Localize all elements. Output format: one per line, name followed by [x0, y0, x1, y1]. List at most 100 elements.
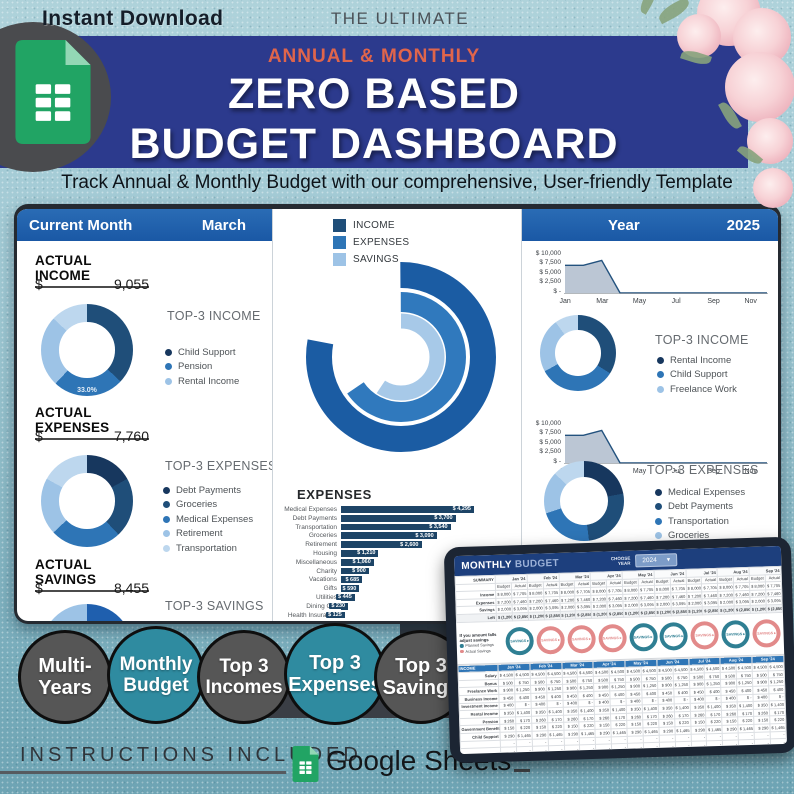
bar-row: Charity $ 900: [273, 567, 523, 576]
radial-ring-income: [306, 262, 496, 452]
bar: $ 3,700: [341, 514, 456, 522]
legend-dot-icon: [459, 644, 464, 648]
badge-label: Years: [38, 677, 92, 699]
cell-value: -: [690, 740, 708, 750]
bar-label: Retirement: [305, 541, 337, 549]
bar: $ 230: [329, 602, 349, 610]
bar-value: $ 3,090: [413, 532, 436, 539]
legend-dot-icon: [655, 517, 662, 525]
cell-value: $ (2,850): [575, 610, 592, 619]
cell-value: -: [770, 738, 787, 747]
y-tick-label: $ 7,500: [539, 259, 561, 267]
actual-savings-value: $ 8,455: [35, 580, 149, 596]
gauge-rings: SAVINGS ▸ SAVINGS ▸ SAVINGS ▸ SAVINGS ▸ SAVI…: [505, 619, 781, 656]
amount: 7,760: [113, 428, 149, 444]
current-month-value: March: [201, 216, 246, 234]
actual-income-value: $ 9,055: [35, 276, 149, 292]
bar-value: $ 1,210: [355, 550, 378, 557]
badge-label: Top 3: [309, 651, 361, 674]
footer-dash: [514, 769, 530, 772]
x-tick-label: Sep: [707, 468, 720, 475]
banner-kicker: ANNUAL & MONTHLY: [267, 46, 481, 67]
bar: $ 685: [341, 576, 363, 584]
area-chart-svg: [564, 429, 768, 464]
cell-value: $ 10,155: [707, 748, 724, 755]
cell-value: $ (1,200): [559, 610, 576, 619]
legend-dot-icon: [657, 356, 664, 364]
bar-row: Health Insurance $ 125: [273, 611, 523, 620]
legend-dot-icon: [163, 486, 170, 494]
cell-value: $ (1,200): [686, 606, 703, 615]
top3-savings-label: TOP-3 SAVINGS: [165, 599, 264, 613]
legend-dot-icon: [165, 348, 172, 356]
cell-value: $ (2,850): [670, 607, 687, 616]
legend-item: Actual Savings: [459, 648, 506, 654]
bar-value: $ 445: [336, 594, 354, 601]
x-tick-label: Jul: [671, 298, 681, 305]
annual-income-legend: Rental Income Child Support Freelance Work: [657, 353, 737, 397]
cell-value: $ (1,200): [591, 609, 608, 618]
bar: $ 590: [340, 585, 360, 592]
radial-chart-svg: [306, 262, 496, 452]
bar-label: Health Insurance: [287, 611, 337, 619]
tablet-screen: MONTHLY BUDGET CHOOSE YEAR 2024 ▾ SUMMARY…: [453, 545, 788, 755]
legend-item: Freelance Work: [657, 382, 737, 397]
cell-value: -: [722, 739, 739, 749]
area-chart-svg: [564, 259, 768, 294]
legend-label: Actual Savings: [465, 648, 491, 654]
annual-top3-income-label: TOP-3 INCOME: [655, 333, 749, 347]
legend-label: Medical Expenses: [176, 513, 254, 525]
year-dropdown[interactable]: 2024 ▾: [635, 552, 678, 567]
cell-value: $ 8,000: [627, 750, 644, 755]
spreadsheet-body: SUMMARY Jan '24 Feb '24 Mar '24 Apr '24 May '…: [455, 566, 788, 755]
instant-download-label: Instant Download: [42, 7, 224, 30]
legend-dot-icon: [655, 532, 662, 540]
dashboard-screenshot: Current Month March ACTUAL INCOME $ 9,05…: [14, 204, 781, 624]
y-tick-label: $ 10,000: [535, 250, 561, 257]
tablet-mockup: MONTHLY BUDGET CHOOSE YEAR 2024 ▾ SUMMARY…: [443, 536, 794, 764]
x-tick-label: Jan: [559, 298, 571, 305]
legend-label: Child Support: [670, 369, 728, 381]
badge-label: Budget: [123, 675, 189, 696]
cell-value: $ 10,155: [548, 753, 565, 755]
y-tick-label: $ 7,500: [539, 429, 561, 437]
bar-row: Gifts $ 590: [273, 584, 523, 593]
cell-value: $ (2,850): [766, 604, 783, 613]
gauge-ring: SAVINGS ▸: [628, 622, 658, 652]
donut-percent-label: 33.0%: [77, 387, 97, 394]
legend-item: Groceries: [655, 529, 745, 544]
legend-dot-icon: [165, 363, 172, 371]
gauge-ring: SAVINGS ▸: [721, 620, 751, 649]
actual-expenses-value: $ 7,760: [35, 428, 149, 444]
bar-label: Vacations: [308, 576, 337, 584]
cell-value: $ (2,850): [734, 605, 751, 614]
legend-item: Child Support: [165, 345, 239, 360]
bar-label: Dining Out: [306, 602, 337, 610]
legend-label: Rental Income: [670, 354, 732, 366]
expenses-legend: Debt Payments Groceries Medical Expenses Re…: [163, 483, 253, 556]
legend-item: Medical Expenses: [163, 512, 253, 527]
x-tick-label: Sep: [707, 298, 720, 305]
bar-value: $ 1,060: [350, 559, 373, 566]
legend-dot-icon: [657, 371, 664, 379]
cell-value: $ 8,000: [564, 752, 581, 755]
cell-value: -: [532, 745, 549, 755]
expenses-chart-title: EXPENSES: [297, 487, 372, 502]
income-legend: Child Support Pension Rental Income: [165, 345, 239, 389]
cell-value: -: [627, 742, 644, 752]
footer-divider: [0, 771, 286, 774]
cell-value: $ (1,200): [528, 611, 545, 620]
bar: $ 445: [336, 593, 355, 601]
legend-item: Retirement: [163, 527, 253, 542]
legend-label: Pension: [178, 361, 213, 373]
income-donut-chart: 33.0%: [41, 304, 133, 396]
cell-value: $ 8,000: [595, 751, 613, 755]
cell-value: -: [738, 739, 755, 748]
bar-row: Utilities $ 445: [273, 593, 523, 602]
bar-label: Debt Payments: [292, 514, 337, 522]
title-banner: ANNUAL & MONTHLY ZERO BASED BUDGET DASHB…: [0, 36, 748, 168]
y-axis-ticks: $ 10,000 $ 7,500 $ 5,000 $ 2,500 $ -: [528, 250, 561, 295]
legend-item: Groceries: [163, 498, 253, 513]
annual-area-chart-income: $ 10,000 $ 7,500 $ 5,000 $ 2,500 $ - Jan Mar Ma…: [528, 250, 774, 309]
